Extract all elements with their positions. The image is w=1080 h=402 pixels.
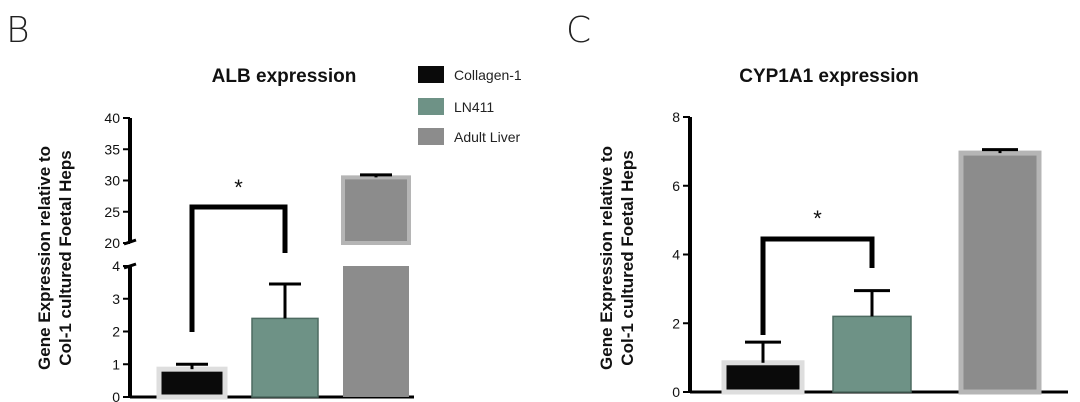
- y-tick-label-2: 2: [112, 324, 120, 340]
- y-tick-label-0: 0: [672, 384, 680, 400]
- panel-letter-c: C: [566, 10, 591, 51]
- bar-ln411: [832, 315, 912, 393]
- y-tick-label-1: 1: [112, 356, 120, 372]
- y-axis-label-b: Gene Expression relative to Col-1 cultur…: [35, 146, 75, 370]
- legend-swatch-adult-liver: [418, 128, 444, 145]
- y-axis-label-c: Gene Expression relative to Col-1 cultur…: [597, 146, 637, 370]
- y-axis-label-b-line2: Col-1 cultured Foetal Heps: [56, 150, 75, 365]
- y-tick-label-8: 8: [672, 109, 680, 125]
- significance-bracket: [189, 204, 288, 332]
- bar-collagen-1: [721, 360, 805, 395]
- legend-swatch-collagen: [418, 66, 444, 83]
- y-tick-label-3: 3: [112, 291, 120, 307]
- y-tick-label-35: 35: [104, 141, 120, 157]
- bar-ln411: [251, 317, 319, 398]
- legend-label-collagen: Collagen-1: [454, 67, 522, 83]
- panel-letter-b: B: [6, 10, 30, 51]
- y-tick-label-4: 4: [112, 258, 120, 274]
- bar-collagen-1: [156, 366, 228, 400]
- significance-bracket: [760, 236, 875, 335]
- bar-adult-liver: [958, 150, 1042, 395]
- chart-alb: 0 1 2 3 4 20 25 30 35 40 *: [104, 110, 414, 402]
- chart-title-alb: ALB expression: [212, 66, 357, 87]
- y-tick-label-30: 30: [104, 173, 120, 189]
- legend-swatch-ln411: [418, 98, 444, 115]
- chart-title-cyp1a1: CYP1A1 expression: [739, 66, 919, 87]
- significance-star: *: [234, 175, 243, 200]
- bar-adult-liver-upper: [341, 175, 411, 245]
- y-tick-label-40: 40: [104, 110, 120, 126]
- significance-star: *: [813, 206, 822, 231]
- legend: Collagen-1 LN411 Adult Liver: [418, 66, 522, 145]
- y-axis-label-c-line2: Col-1 cultured Foetal Heps: [618, 150, 637, 365]
- y-tick-label-25: 25: [104, 204, 120, 220]
- chart-cyp1a1: 0 2 4 6 8 *: [672, 109, 1068, 400]
- y-axis-label-b-line1: Gene Expression relative to: [35, 146, 54, 370]
- bar-adult-liver-lower: [343, 266, 409, 397]
- legend-label-adult-liver: Adult Liver: [454, 129, 520, 145]
- y-tick-label-4: 4: [672, 247, 680, 263]
- y-tick-label-2: 2: [672, 315, 680, 331]
- y-tick-label-6: 6: [672, 178, 680, 194]
- y-axis-label-c-line1: Gene Expression relative to: [597, 146, 616, 370]
- y-tick-label-0: 0: [112, 389, 120, 402]
- legend-label-ln411: LN411: [454, 99, 494, 115]
- y-tick-label-20: 20: [104, 235, 120, 251]
